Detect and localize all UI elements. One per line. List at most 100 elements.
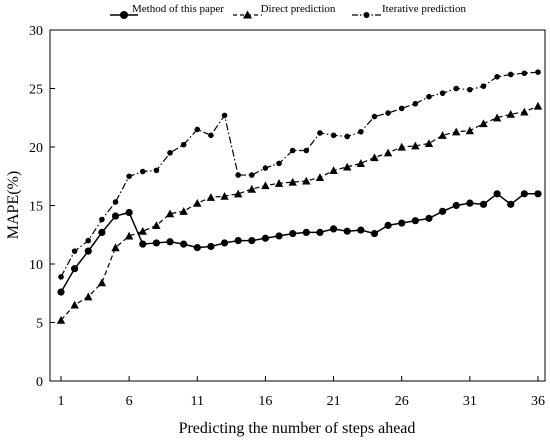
y-tick-label-4: 20 [29, 141, 43, 156]
legend: Method of this paper Direct prediction I… [110, 3, 466, 19]
x-tick-label-2: 11 [191, 394, 204, 409]
series-1-point-7 [152, 221, 161, 229]
series-2-point-2 [85, 237, 92, 244]
legend-marker-1 [243, 10, 252, 19]
series-0-point-26 [411, 217, 419, 225]
y-tick-label-0: 0 [36, 375, 43, 390]
series-1-point-26 [411, 141, 420, 150]
series-1-point-13 [233, 189, 243, 198]
series-2-point-21 [344, 133, 351, 140]
series-0-point-34 [520, 190, 528, 198]
series-1-point-22 [356, 159, 366, 167]
series-0-point-10 [193, 244, 201, 252]
series-0-point-35 [534, 190, 542, 198]
series-1-point-35 [533, 101, 543, 110]
series-0-point-8 [166, 238, 174, 246]
series-1-point-23 [370, 153, 379, 162]
series-0-point-30 [466, 199, 474, 207]
legend-item-0: Method of this paper [110, 3, 224, 19]
series-2-point-35 [535, 69, 541, 75]
x-tick-label-6: 31 [463, 394, 477, 409]
series-0-point-22 [357, 226, 365, 234]
series-1-point-34 [520, 107, 529, 116]
series-1 [56, 101, 543, 324]
series-0-point-21 [343, 227, 351, 235]
series-2-point-1 [71, 248, 78, 254]
y-tick-label-2: 10 [29, 258, 43, 273]
series-2-point-4 [112, 199, 119, 205]
series-0-point-11 [207, 242, 215, 251]
series-layer [56, 69, 543, 324]
y-tick-label-3: 15 [29, 200, 43, 215]
series-2-point-5 [126, 173, 132, 180]
x-tick-label-0: 1 [58, 394, 65, 409]
y-axis-label: MAPE(%) [5, 171, 22, 239]
series-0-point-12 [220, 239, 229, 247]
series-0-point-32 [493, 190, 501, 198]
series-2-point-30 [467, 86, 473, 93]
series-2-point-34 [521, 70, 528, 77]
series-1-point-33 [506, 110, 515, 118]
series-2-point-33 [507, 71, 514, 78]
series-1-point-1 [70, 300, 79, 309]
series-1-point-6 [138, 227, 147, 235]
series-0-point-23 [370, 229, 379, 238]
series-1-point-25 [397, 142, 406, 151]
series-1-point-8 [165, 209, 175, 218]
series-2-point-23 [371, 113, 378, 120]
series-2 [58, 69, 541, 280]
series-1-point-24 [383, 148, 393, 157]
series-0-point-31 [479, 200, 488, 208]
series-0 [57, 190, 542, 296]
series-1-point-21 [343, 162, 352, 171]
series-0-point-18 [302, 228, 310, 237]
series-2-point-25 [398, 105, 405, 112]
series-2-point-20 [330, 132, 337, 139]
series-2-point-24 [385, 110, 391, 116]
series-2-point-10 [194, 126, 201, 133]
series-0-point-19 [316, 228, 324, 237]
series-1-point-15 [261, 181, 270, 190]
series-0-point-16 [275, 232, 283, 240]
series-0-point-15 [261, 234, 270, 242]
series-0-point-20 [329, 225, 338, 233]
series-2-point-14 [249, 172, 255, 178]
series-2-point-27 [426, 93, 432, 100]
legend-label-1: Direct prediction [261, 3, 336, 15]
series-0-point-6 [139, 240, 147, 248]
series-1-point-27 [424, 139, 434, 148]
series-2-point-16 [276, 160, 282, 167]
series-0-point-2 [84, 247, 92, 255]
series-2-point-6 [139, 168, 146, 175]
series-0-point-3 [98, 228, 106, 237]
x-tick-label-7: 36 [531, 394, 545, 409]
series-0-point-14 [248, 237, 256, 245]
series-0-point-25 [398, 219, 406, 227]
series-1-point-20 [329, 166, 338, 174]
series-0-point-24 [384, 221, 392, 229]
series-1-point-11 [206, 193, 216, 201]
series-1-point-4 [111, 243, 120, 252]
series-1-point-17 [288, 177, 297, 186]
legend-item-2: Iterative prediction [352, 3, 466, 18]
legend-marker-2 [363, 12, 370, 18]
series-1-point-28 [438, 131, 447, 139]
series-2-point-29 [453, 85, 460, 92]
series-1-point-5 [124, 231, 134, 240]
series-1-point-30 [465, 126, 475, 135]
series-1-point-0 [56, 315, 66, 324]
series-2-point-28 [439, 90, 446, 96]
series-1-point-31 [479, 119, 488, 128]
legend-label-0: Method of this paper [132, 3, 224, 15]
series-1-point-32 [492, 113, 502, 122]
series-2-point-7 [153, 167, 160, 174]
y-tick-label-6: 30 [29, 24, 43, 39]
series-0-point-1 [71, 265, 79, 273]
series-2-point-31 [480, 83, 487, 89]
series-1-point-3 [97, 278, 107, 287]
series-1-point-10 [193, 198, 202, 207]
x-axis-label: Predicting the number of steps ahead [179, 420, 416, 437]
series-2-point-9 [180, 141, 187, 148]
series-1-point-2 [84, 292, 93, 301]
